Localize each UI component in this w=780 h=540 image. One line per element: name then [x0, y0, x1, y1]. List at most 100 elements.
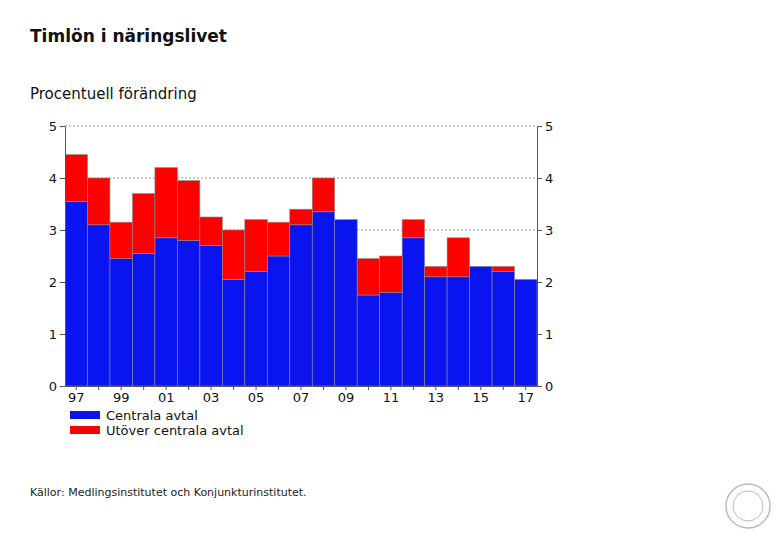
- tick: [233, 386, 234, 390]
- series: [65, 155, 515, 295]
- tick: [323, 386, 324, 390]
- bar: [132, 253, 154, 386]
- tick-label: 2: [49, 275, 57, 290]
- tick-label: 3: [49, 223, 57, 238]
- tick-label: 13: [428, 390, 445, 405]
- tick-label: 5: [49, 119, 57, 134]
- bar: [200, 246, 222, 386]
- grid-line: [65, 126, 537, 127]
- tick: 07: [293, 386, 310, 405]
- logo: [726, 484, 770, 528]
- tick: 0: [537, 379, 553, 394]
- axis: 0 1 2 3 4 5: [537, 119, 553, 394]
- tick-mark: [323, 386, 324, 390]
- legend-swatch: [70, 411, 100, 419]
- tick: [98, 386, 99, 390]
- bar: [245, 272, 267, 386]
- bar: [447, 277, 469, 386]
- tick: 05: [248, 386, 265, 405]
- axis-line: [537, 127, 538, 387]
- tick-label: 97: [68, 390, 85, 405]
- tick-mark: [537, 334, 542, 335]
- tick-mark: [98, 386, 99, 390]
- tick: [503, 386, 504, 390]
- bar: [402, 220, 424, 238]
- bar: [222, 230, 244, 279]
- bar: [132, 194, 154, 254]
- tick: 17: [517, 386, 534, 405]
- bar: [515, 279, 537, 280]
- tick: 3: [537, 223, 553, 238]
- tick: 5: [49, 119, 65, 134]
- tick: 4: [537, 171, 553, 186]
- tick-mark: [537, 178, 542, 179]
- tick-mark: [60, 334, 65, 335]
- bar: [470, 266, 492, 267]
- bar: [425, 266, 447, 276]
- tick-mark: [503, 386, 504, 390]
- tick-label: 99: [113, 390, 130, 405]
- tick-label: 07: [293, 390, 310, 405]
- bar: [402, 238, 424, 386]
- tick: 01: [158, 386, 175, 405]
- legend-label: Centrala avtal: [106, 408, 198, 423]
- tick: [413, 386, 414, 390]
- axis-line: [65, 127, 66, 387]
- axis: 9799010305070911131517: [66, 386, 538, 405]
- tick-label: 11: [383, 390, 400, 405]
- tick-mark: [60, 178, 65, 179]
- tick: 5: [537, 119, 553, 134]
- bar: [177, 181, 199, 241]
- tick: 99: [113, 386, 130, 405]
- bar: [65, 201, 87, 386]
- tick: 03: [203, 386, 220, 405]
- bar: [267, 256, 289, 386]
- bar: [380, 256, 402, 292]
- tick: 0: [49, 379, 65, 394]
- tick: 1: [49, 327, 65, 342]
- tick: [458, 386, 459, 390]
- subtitle: Procentuell förändring: [30, 85, 197, 103]
- bar: [312, 212, 334, 386]
- bar: [110, 259, 132, 386]
- bar: [200, 217, 222, 246]
- tick-mark: [188, 386, 189, 390]
- tick-label: 1: [545, 327, 553, 342]
- bar: [110, 222, 132, 258]
- tick-label: 0: [545, 379, 553, 394]
- tick: 2: [49, 275, 65, 290]
- tick-mark: [537, 282, 542, 283]
- tick-mark: [458, 386, 459, 390]
- bar: [290, 209, 312, 225]
- tick-mark: [537, 386, 542, 387]
- bar: [177, 240, 199, 386]
- bar: [447, 238, 469, 277]
- bar: [155, 238, 177, 386]
- tick-label: 01: [158, 390, 175, 405]
- tick-label: 05: [248, 390, 265, 405]
- tick-label: 4: [545, 171, 553, 186]
- tick-mark: [537, 230, 542, 231]
- tick: 97: [68, 386, 85, 405]
- tick: [278, 386, 279, 390]
- tick-label: 0: [49, 379, 57, 394]
- bar: [267, 222, 289, 256]
- tick-mark: [60, 126, 65, 127]
- grid-line: [65, 178, 537, 179]
- bars: [65, 155, 537, 386]
- tick-mark: [278, 386, 279, 390]
- tick: 2: [537, 275, 553, 290]
- tick-mark: [60, 282, 65, 283]
- tick: 09: [338, 386, 355, 405]
- bar: [87, 225, 109, 386]
- bar: [380, 292, 402, 386]
- bar: [290, 225, 312, 386]
- legend-label: Utöver centrala avtal: [106, 423, 244, 438]
- tick-label: 1: [49, 327, 57, 342]
- bar: [87, 178, 109, 225]
- bar: [335, 220, 357, 386]
- bar: [492, 266, 514, 271]
- tick-mark: [60, 230, 65, 231]
- tick: [368, 386, 369, 390]
- tick-mark: [60, 386, 65, 387]
